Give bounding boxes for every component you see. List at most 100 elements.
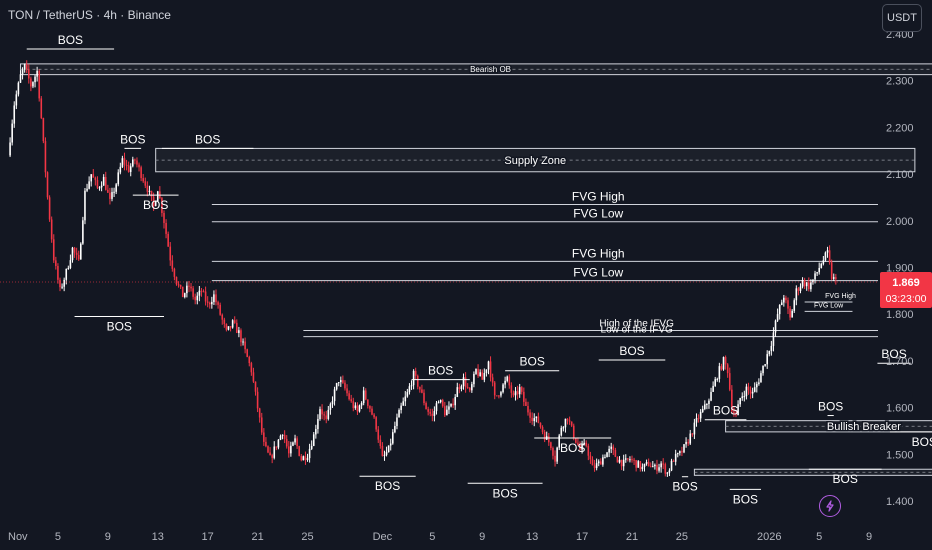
candle-body (206, 301, 209, 303)
candle-body (439, 400, 442, 403)
candle-body (527, 405, 529, 413)
candle-body (776, 314, 779, 321)
symbol-title[interactable]: TON / TetherUS · 4h · Binance (8, 8, 171, 22)
candle-body (572, 425, 575, 439)
bos-label: BOS (881, 347, 906, 361)
candle-body (186, 285, 188, 294)
candle-body (288, 446, 290, 454)
candle-body (163, 212, 165, 223)
candle-body (211, 301, 213, 305)
candle-body (269, 452, 271, 456)
candle-body (252, 372, 255, 382)
candle-body (793, 300, 796, 311)
candle-body (652, 466, 654, 468)
candle-body (662, 463, 664, 465)
candle-body (421, 389, 423, 393)
candle-body (258, 408, 261, 418)
time-axis[interactable]: Nov 5 9 13 17 21 25 Dec 5 9 13 17 21 25 2026 5 9 (8, 531, 872, 543)
candle-body (364, 390, 367, 400)
candle-body (591, 459, 594, 466)
candle-body (400, 405, 402, 411)
candle-body (379, 439, 382, 446)
candle-body (173, 268, 176, 277)
y-tick-label: 1.400 (886, 496, 914, 508)
candle-body (491, 377, 494, 383)
candle-body (75, 252, 78, 255)
candle-body (265, 441, 267, 447)
candle-body (329, 404, 332, 410)
candle-body (348, 393, 350, 400)
last-price-box (880, 271, 932, 308)
candle-body (762, 365, 764, 374)
candle-body (385, 452, 388, 455)
candle-body (161, 198, 163, 213)
candle-body (431, 413, 434, 416)
candle-body (44, 141, 47, 173)
candle-body (585, 442, 588, 446)
candle-body (11, 123, 13, 143)
candle-body (32, 82, 34, 87)
candle-body (389, 443, 392, 446)
candle-body (208, 302, 211, 305)
candle-body (200, 290, 203, 292)
candle-body (764, 364, 766, 366)
candle-body (146, 185, 149, 192)
candle-body (716, 378, 719, 380)
y-tick-label: 1.700 (886, 356, 914, 368)
candle-body (454, 397, 456, 406)
candle-body (541, 427, 544, 433)
candle-body (404, 396, 407, 402)
candle-body (213, 294, 215, 302)
candle-body (55, 260, 57, 267)
candle-body (529, 412, 531, 418)
lightning-icon[interactable] (819, 495, 841, 517)
candle-body (165, 222, 167, 234)
candle-body (310, 445, 313, 449)
candle-body (429, 411, 432, 414)
candle-body (77, 254, 80, 260)
candle-body (816, 272, 818, 274)
candle-body (570, 421, 573, 426)
candle-body (550, 442, 552, 449)
candle-body (739, 398, 741, 405)
candle-body (156, 191, 159, 202)
candle-body (181, 286, 184, 298)
candle-body (704, 404, 706, 410)
x-tick-label: 5 (429, 531, 435, 543)
candle-body (741, 396, 744, 399)
candle-body (649, 466, 652, 468)
candle-body (645, 462, 648, 464)
bos-label: BOS (120, 132, 145, 146)
candle-body (604, 457, 606, 459)
candle-body (225, 323, 228, 330)
candle-body (263, 432, 265, 442)
candle-body (602, 457, 604, 465)
candle-body (735, 413, 737, 416)
levels-layer: FVG High FVG Low FVG High FVG Low High of th… (211, 189, 878, 338)
candle-body (331, 401, 334, 405)
candle-body (394, 425, 396, 433)
candle-body (479, 372, 481, 377)
candle-body (456, 387, 459, 398)
currency-button[interactable]: USDT (882, 4, 922, 32)
candle-body (787, 300, 789, 309)
y-tick-label: 2.200 (886, 122, 914, 134)
candle-body (387, 445, 390, 453)
candle-body (475, 368, 477, 374)
candle-body (726, 364, 729, 374)
candle-body (67, 267, 70, 269)
candle-body (737, 404, 739, 416)
candle-body (448, 406, 450, 410)
candle-body (46, 172, 49, 198)
candle-body (198, 290, 201, 296)
candle-body (283, 434, 286, 440)
candle-body (419, 386, 421, 390)
price-axis[interactable]: 2.400 2.300 2.200 2.100 2.000 1.900 1.800 1.700… (886, 29, 914, 508)
candle-body (71, 247, 74, 261)
candle-body (758, 382, 760, 384)
level-label: FVG Low (573, 266, 623, 280)
candle-body (444, 406, 446, 416)
y-tick-label: 2.100 (886, 169, 914, 181)
candle-body (136, 160, 138, 165)
